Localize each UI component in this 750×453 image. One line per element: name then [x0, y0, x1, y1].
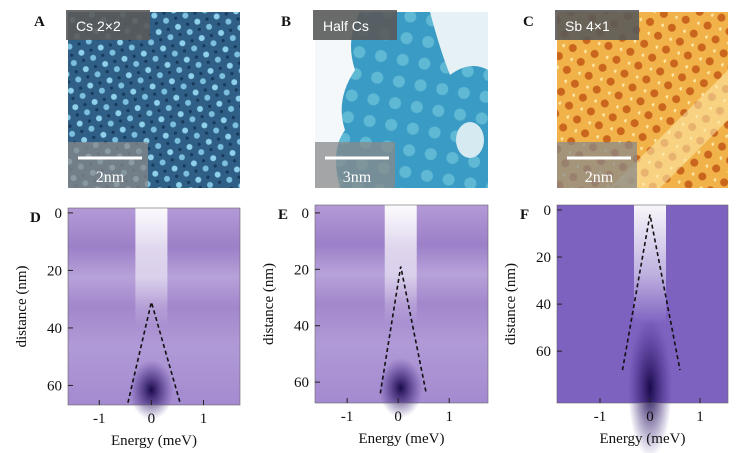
- scale-label: 2nm: [585, 169, 614, 186]
- tag-box: [313, 10, 397, 40]
- tag: Cs 2×2: [76, 18, 121, 34]
- scale-label: 2nm: [96, 169, 125, 186]
- x-tick-label: 0: [148, 411, 156, 427]
- panel-letter: C: [523, 14, 534, 30]
- scale-box: [557, 142, 637, 188]
- x-tick-label: -1: [93, 411, 106, 427]
- dashed-line: [379, 266, 428, 394]
- scale-box: [315, 142, 395, 188]
- y-tick-label: 0: [302, 206, 310, 222]
- x-tick-label: 0: [646, 409, 654, 425]
- x-axis-label: Energy (meV): [359, 431, 445, 447]
- tag: Half Cs: [323, 18, 369, 34]
- tag: Sb 4×1: [565, 18, 610, 34]
- y-tick-label: 0: [55, 206, 63, 222]
- heatmap: [68, 208, 240, 420]
- y-tick-label: 40: [536, 297, 551, 313]
- y-tick-label: 40: [47, 321, 62, 337]
- y-tick-label: 40: [294, 319, 309, 335]
- frame: [67, 207, 241, 406]
- y-axis-label: distance (nm): [261, 263, 277, 345]
- x-tick-label: 1: [696, 409, 704, 425]
- panel-letter: F: [520, 207, 529, 223]
- x-axis-label: Energy (meV): [111, 433, 197, 449]
- y-tick-label: 20: [294, 262, 309, 278]
- scale-label: 3nm: [343, 169, 372, 186]
- panel-letter: E: [278, 207, 288, 223]
- frame: [314, 204, 489, 404]
- panel-letter: A: [34, 14, 45, 30]
- y-tick-label: 20: [47, 263, 62, 279]
- heatmap: [557, 205, 728, 453]
- scale-box: [68, 142, 148, 188]
- x-tick-label: -1: [594, 409, 607, 425]
- blob: [628, 318, 672, 453]
- x-tick-label: -1: [341, 409, 354, 425]
- y-tick-label: 0: [544, 203, 552, 219]
- tag-box: [66, 10, 150, 40]
- x-tick-label: 1: [200, 411, 208, 427]
- x-tick-label: 0: [394, 409, 402, 425]
- y-axis-label: distance (nm): [14, 265, 30, 347]
- y-tick-label: 60: [536, 344, 551, 360]
- dashed-line: [621, 214, 681, 371]
- y-tick-label: 60: [294, 375, 309, 391]
- x-tick-label: 1: [445, 409, 453, 425]
- y-tick-label: 20: [536, 250, 551, 266]
- panel-letter: D: [30, 210, 41, 226]
- y-tick-label: 60: [47, 378, 62, 394]
- y-axis-label: distance (nm): [503, 263, 519, 345]
- heatmap: [315, 205, 488, 418]
- panel-letter: B: [281, 14, 291, 30]
- tag-box: [555, 10, 639, 40]
- x-axis-label: Energy (meV): [600, 431, 686, 447]
